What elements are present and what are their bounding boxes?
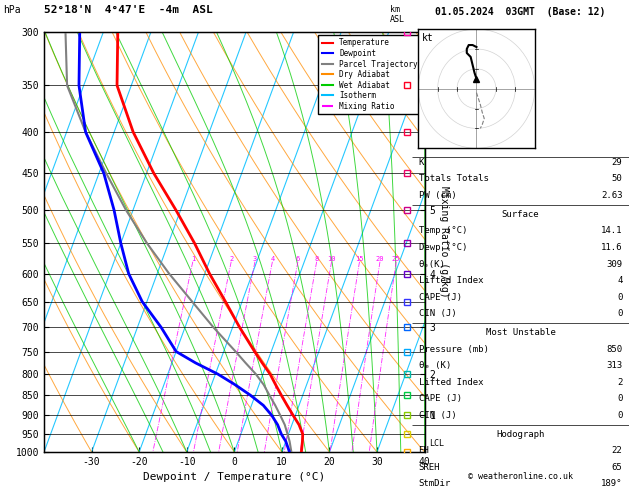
Text: 8: 8 xyxy=(314,256,319,262)
Text: 2: 2 xyxy=(617,378,623,387)
Text: 14.1: 14.1 xyxy=(601,226,623,236)
Text: θₑ (K): θₑ (K) xyxy=(418,361,451,370)
Text: 309: 309 xyxy=(606,260,623,269)
Text: Hodograph: Hodograph xyxy=(496,430,545,439)
Text: 2: 2 xyxy=(229,256,233,262)
Text: Lifted Index: Lifted Index xyxy=(418,378,483,387)
Text: © weatheronline.co.uk: © weatheronline.co.uk xyxy=(468,472,573,481)
Text: EH: EH xyxy=(418,446,429,455)
Text: Most Unstable: Most Unstable xyxy=(486,328,555,337)
Text: 25: 25 xyxy=(392,256,401,262)
Text: PW (cm): PW (cm) xyxy=(418,191,456,200)
Text: 4: 4 xyxy=(270,256,274,262)
Text: 01.05.2024  03GMT  (Base: 12): 01.05.2024 03GMT (Base: 12) xyxy=(435,7,606,17)
Legend: Temperature, Dewpoint, Parcel Trajectory, Dry Adiabat, Wet Adiabat, Isotherm, Mi: Temperature, Dewpoint, Parcel Trajectory… xyxy=(318,35,421,114)
Text: 50: 50 xyxy=(612,174,623,184)
Text: 20: 20 xyxy=(376,256,384,262)
Text: 189°: 189° xyxy=(601,479,623,486)
Text: hPa: hPa xyxy=(3,5,21,15)
Text: Dewp (°C): Dewp (°C) xyxy=(418,243,467,252)
Text: 850: 850 xyxy=(606,345,623,354)
Text: 11.6: 11.6 xyxy=(601,243,623,252)
Text: Surface: Surface xyxy=(502,210,539,219)
Text: 313: 313 xyxy=(606,361,623,370)
Text: K: K xyxy=(418,158,424,167)
Text: CAPE (J): CAPE (J) xyxy=(418,293,462,302)
Text: 2.63: 2.63 xyxy=(601,191,623,200)
Text: 6: 6 xyxy=(296,256,300,262)
Text: 0: 0 xyxy=(617,411,623,420)
Text: Lifted Index: Lifted Index xyxy=(418,276,483,285)
Text: Totals Totals: Totals Totals xyxy=(418,174,488,184)
Text: 22: 22 xyxy=(612,446,623,455)
Text: 10: 10 xyxy=(327,256,336,262)
Text: Temp (°C): Temp (°C) xyxy=(418,226,467,236)
X-axis label: Dewpoint / Temperature (°C): Dewpoint / Temperature (°C) xyxy=(143,472,325,483)
Text: 52°18'N  4°47'E  -4m  ASL: 52°18'N 4°47'E -4m ASL xyxy=(44,5,213,15)
Text: kt: kt xyxy=(422,33,433,43)
Text: 0: 0 xyxy=(617,394,623,403)
Text: 0: 0 xyxy=(617,309,623,318)
Text: Pressure (mb): Pressure (mb) xyxy=(418,345,488,354)
Text: CAPE (J): CAPE (J) xyxy=(418,394,462,403)
Text: StmDir: StmDir xyxy=(418,479,451,486)
Y-axis label: Mixing Ratio (g/kg): Mixing Ratio (g/kg) xyxy=(439,186,449,297)
Text: LCL: LCL xyxy=(429,439,443,448)
Text: 15: 15 xyxy=(355,256,364,262)
Text: 3: 3 xyxy=(253,256,257,262)
Text: CIN (J): CIN (J) xyxy=(418,411,456,420)
Text: 4: 4 xyxy=(617,276,623,285)
Text: km
ASL: km ASL xyxy=(390,5,405,24)
Text: 65: 65 xyxy=(612,463,623,472)
Text: CIN (J): CIN (J) xyxy=(418,309,456,318)
Text: 0: 0 xyxy=(617,293,623,302)
Text: SREH: SREH xyxy=(418,463,440,472)
Text: 29: 29 xyxy=(612,158,623,167)
Text: θₑ(K): θₑ(K) xyxy=(418,260,445,269)
Text: 1: 1 xyxy=(191,256,195,262)
